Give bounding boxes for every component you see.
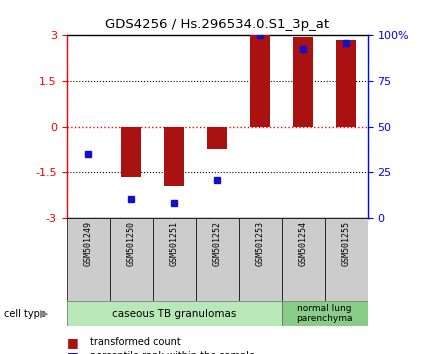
Bar	[67, 218, 110, 301]
Bar	[282, 218, 325, 301]
Text: GSM501255: GSM501255	[342, 221, 350, 266]
Text: normal lung
parenchyma: normal lung parenchyma	[296, 304, 353, 323]
Text: GSM501250: GSM501250	[127, 221, 135, 266]
Bar	[250, 35, 270, 127]
Text: ▶: ▶	[40, 309, 49, 319]
Text: ■: ■	[67, 350, 83, 354]
Bar	[239, 218, 282, 301]
Text: GSM501253: GSM501253	[256, 221, 264, 266]
Title: GDS4256 / Hs.296534.0.S1_3p_at: GDS4256 / Hs.296534.0.S1_3p_at	[105, 18, 329, 32]
Text: GSM501249: GSM501249	[84, 221, 92, 266]
Text: GSM501254: GSM501254	[299, 221, 307, 266]
Text: GSM501252: GSM501252	[213, 221, 221, 266]
Bar	[293, 37, 313, 127]
Text: caseous TB granulomas: caseous TB granulomas	[112, 309, 236, 319]
Bar	[67, 301, 282, 326]
Text: cell type: cell type	[4, 309, 46, 319]
Text: percentile rank within the sample: percentile rank within the sample	[90, 352, 255, 354]
Bar	[110, 218, 153, 301]
Text: ■: ■	[67, 336, 83, 349]
Bar	[165, 127, 184, 186]
Bar	[153, 218, 196, 301]
Bar	[196, 218, 239, 301]
Text: transformed count: transformed count	[90, 337, 181, 347]
Text: GSM501251: GSM501251	[170, 221, 178, 266]
Bar	[208, 127, 227, 149]
Bar	[122, 127, 141, 177]
Bar	[325, 218, 368, 301]
Bar	[337, 40, 356, 127]
Bar	[282, 301, 368, 326]
